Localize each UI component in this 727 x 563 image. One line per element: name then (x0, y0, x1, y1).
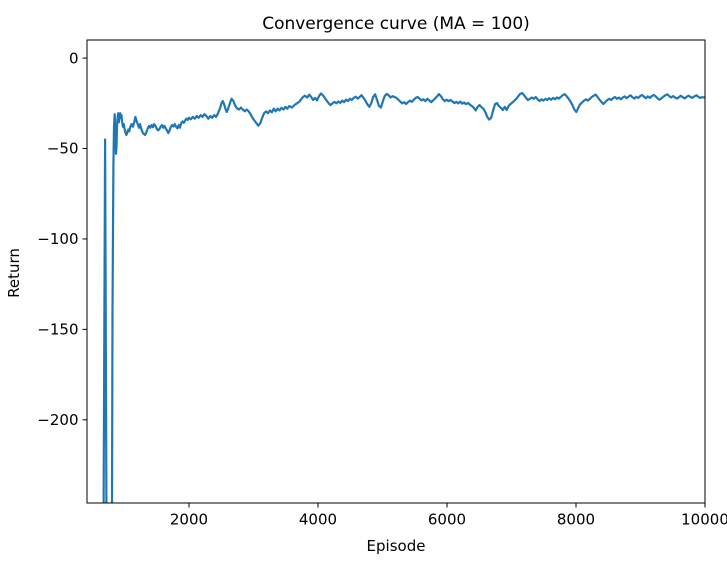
chart-title: Convergence curve (MA = 100) (262, 14, 530, 34)
x-axis-ticks: 2000 4000 6000 8000 10000 (170, 503, 727, 529)
y-tick-label: 0 (69, 49, 79, 67)
y-tick-label: −150 (37, 321, 78, 339)
x-tick-label: 2000 (170, 511, 208, 529)
x-tick-label: 6000 (428, 511, 466, 529)
x-tick-label: 8000 (557, 511, 595, 529)
y-tick-label: −50 (47, 140, 79, 158)
y-tick-label: −100 (37, 230, 78, 248)
plot-border (86, 39, 706, 504)
x-axis-label: Episode (367, 537, 426, 555)
y-tick-label: −200 (37, 411, 78, 429)
y-axis-label: Return (5, 248, 23, 298)
x-tick-label: 4000 (299, 511, 337, 529)
x-tick-label: 10000 (681, 511, 727, 529)
series-line (102, 91, 705, 503)
y-axis-ticks: 0 −50 −100 −150 −200 (37, 49, 87, 429)
